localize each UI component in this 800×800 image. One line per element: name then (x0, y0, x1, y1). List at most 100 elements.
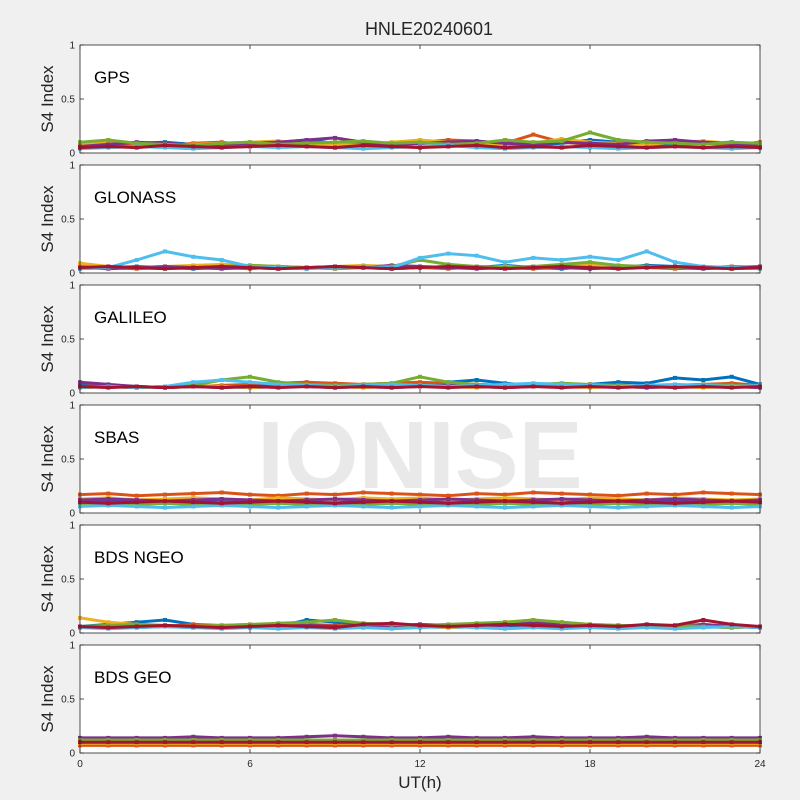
series-segment (163, 735, 195, 740)
series-segment (531, 735, 564, 740)
series-6 (78, 143, 762, 150)
series-segment (673, 141, 705, 146)
series-segment (616, 735, 649, 740)
series-6 (78, 264, 762, 271)
series-segment (729, 374, 762, 387)
series-segment (333, 500, 365, 505)
series-segment (418, 384, 450, 390)
series-6 (78, 384, 762, 390)
y-tick-label: 0.5 (61, 575, 75, 586)
series-segment (645, 492, 677, 497)
series-segment (135, 266, 167, 271)
series-segment (645, 503, 677, 509)
series-segment (78, 144, 110, 150)
series-segment (191, 624, 224, 630)
series-segment (390, 496, 422, 501)
series-segment (531, 620, 564, 627)
series-segment (531, 381, 564, 386)
series-segment (191, 262, 224, 267)
series-segment (446, 491, 479, 498)
series-segment (276, 735, 309, 740)
series-segment (248, 623, 280, 629)
series-segment (503, 141, 535, 146)
series-segment (418, 735, 450, 740)
series-segment (673, 618, 706, 628)
series-segment (305, 144, 337, 150)
y-tick-label: 1 (69, 161, 75, 172)
series-segment (361, 139, 394, 145)
series-segment (475, 622, 507, 627)
series-segment (191, 255, 224, 262)
series-segment (163, 249, 196, 259)
series-segment (276, 499, 309, 504)
series-segment (531, 623, 564, 629)
series-segment (475, 504, 507, 510)
series-segment (305, 624, 337, 630)
series-segment (475, 626, 507, 631)
series-segment (135, 501, 167, 506)
series-segment (106, 491, 139, 498)
series-segment (418, 375, 451, 384)
series-segment (78, 138, 110, 144)
series-segment (418, 623, 450, 629)
series-segment (503, 499, 535, 504)
series-segment (333, 618, 365, 625)
panel-label: GALILEO (94, 308, 167, 327)
series-segment (248, 143, 280, 149)
series-segment (106, 500, 139, 505)
series-segment (390, 266, 422, 271)
series-segment (191, 735, 224, 740)
series-segment (560, 140, 592, 145)
series-segment (446, 139, 479, 144)
series-segment (135, 493, 167, 498)
series-segment (616, 622, 649, 629)
y-axis-label: S4 Index (38, 545, 57, 613)
y-tick-label: 1 (69, 521, 75, 532)
series-segment (503, 266, 535, 271)
series-segment (531, 497, 564, 502)
series-segment (390, 626, 422, 631)
series-4 (78, 738, 762, 742)
series-segment (701, 624, 734, 630)
y-tick-label: 0.5 (61, 215, 75, 226)
series-segment (163, 492, 195, 497)
panel-4: 0 0.5 1 S4 Index BDS NGEO (38, 521, 762, 640)
series-segment (616, 266, 649, 271)
series-segment (475, 143, 507, 150)
series-segment (446, 497, 479, 502)
series-segment (673, 490, 705, 497)
series-segment (276, 384, 309, 390)
y-tick-label: 0 (69, 749, 75, 760)
series-segment (588, 496, 620, 501)
series-segment (503, 144, 535, 150)
series-segment (644, 376, 677, 386)
series-segment (531, 144, 564, 150)
series-segment (701, 375, 734, 382)
series-segment (588, 384, 620, 390)
series-segment (701, 144, 734, 150)
series-segment (78, 384, 110, 390)
series-segment (361, 735, 394, 740)
series-segment (106, 264, 139, 270)
series-segment (276, 143, 309, 149)
series-segment (645, 500, 677, 505)
series-segment (730, 140, 762, 145)
figure-title: HNLE20240601 (365, 19, 493, 39)
series-segment (220, 264, 252, 270)
panel-data (78, 249, 762, 271)
series-segment (503, 622, 535, 627)
series-segment (560, 626, 592, 631)
series-segment (276, 266, 309, 271)
panel-0: 0 0.5 1 S4 Index GPS (38, 41, 762, 160)
series-segment (474, 253, 507, 264)
y-tick-label: 0.5 (61, 335, 75, 346)
series-segment (559, 130, 592, 143)
series-segment (248, 501, 280, 506)
series-segment (418, 258, 451, 267)
y-tick-label: 1 (69, 281, 75, 292)
series-segment (673, 626, 705, 631)
series-segment (701, 504, 734, 510)
y-tick-label: 1 (69, 641, 75, 652)
x-axis-label: UT(h) (398, 773, 441, 792)
series-segment (276, 504, 309, 510)
